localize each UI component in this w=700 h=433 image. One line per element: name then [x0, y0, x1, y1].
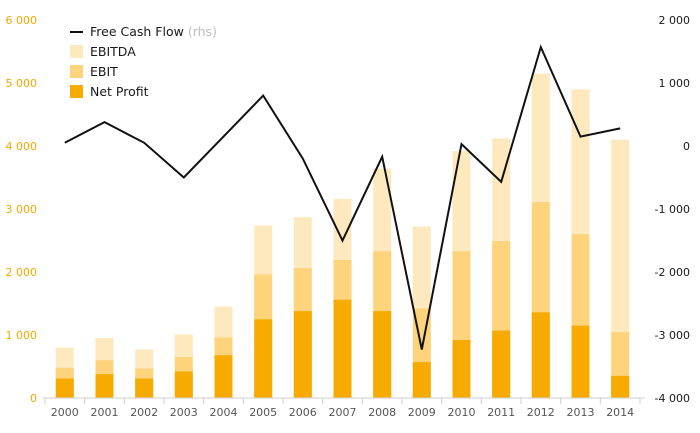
legend-label-ebitda: EBITDA	[90, 44, 136, 59]
legend-swatch-ebit	[70, 65, 83, 78]
y-left-tick-label: 6 000	[6, 14, 38, 27]
y-right-tick-label: 0	[683, 140, 690, 153]
bar-net-profit-2000	[55, 378, 74, 398]
bar-net-profit-2002	[135, 378, 154, 398]
bar-net-profit-2013	[571, 325, 590, 398]
bar-net-profit-2003	[174, 371, 193, 398]
x-tick-label-2004: 2004	[210, 406, 238, 419]
y-left-tick-label: 1 000	[6, 329, 38, 342]
legend-series-name: EBIT	[90, 64, 118, 79]
legend-series-name: Net Profit	[90, 84, 149, 99]
bar-net-profit-2012	[531, 312, 550, 398]
y-right-tick-label: 1 000	[659, 77, 691, 90]
y-right-tick-label: 2 000	[659, 14, 691, 27]
bar-net-profit-2014	[611, 375, 630, 398]
x-tick-label-2014: 2014	[606, 406, 634, 419]
y-left-tick-label: 3 000	[6, 203, 38, 216]
bar-net-profit-2005	[254, 319, 273, 399]
bar-net-profit-2004	[214, 355, 233, 398]
y-right-tick-label: -4 000	[655, 392, 690, 405]
y-right-tick-label: -2 000	[655, 266, 690, 279]
bars-group	[55, 73, 630, 399]
y-left-tick-label: 5 000	[6, 77, 38, 90]
legend-label-ebit: EBIT	[90, 64, 118, 79]
x-tick-label-2003: 2003	[170, 406, 198, 419]
legend-series-name: EBITDA	[90, 44, 136, 59]
bar-net-profit-2001	[95, 374, 114, 398]
x-tick-label-2000: 2000	[51, 406, 79, 419]
legend-swatch-ebitda	[70, 45, 83, 58]
bar-net-profit-2008	[373, 311, 392, 398]
y-right-tick-label: -3 000	[655, 329, 690, 342]
y-left-tick-label: 2 000	[6, 266, 38, 279]
fcf-line-group	[64, 44, 621, 350]
bar-net-profit-2006	[293, 311, 312, 398]
bar-net-profit-2007	[333, 299, 352, 398]
y-left-tick-label: 0	[30, 392, 37, 405]
x-tick-label-2007: 2007	[329, 406, 357, 419]
x-tick-label-2008: 2008	[368, 406, 396, 419]
bar-net-profit-2009	[412, 362, 431, 398]
x-tick-label-2012: 2012	[527, 406, 555, 419]
legend: Free Cash Flow (rhs) EBITDA EBIT Net Profit	[70, 24, 217, 99]
bar-net-profit-2011	[492, 330, 511, 398]
x-tick-label-2005: 2005	[249, 406, 277, 419]
bar-net-profit-2010	[452, 340, 471, 398]
x-tick-label-2002: 2002	[130, 406, 158, 419]
y-right-tick-label: -1 000	[655, 203, 690, 216]
axes-group: 0 1 000 2 000 3 000 4 000 5 000 6 000 -4 000 -3 …	[6, 14, 691, 419]
x-tick-label-2001: 2001	[91, 406, 119, 419]
legend-swatch-net-profit	[70, 85, 83, 98]
x-tick-label-2009: 2009	[408, 406, 436, 419]
legend-series-name: Free Cash Flow	[90, 24, 184, 39]
y-left-tick-label: 4 000	[6, 140, 38, 153]
x-tick-label-2006: 2006	[289, 406, 317, 419]
x-tick-label-2013: 2013	[567, 406, 595, 419]
legend-label-net-profit: Net Profit	[90, 84, 149, 99]
legend-axis-suffix: (rhs)	[188, 24, 217, 39]
legend-label-free-cash-flow: Free Cash Flow (rhs)	[90, 24, 217, 39]
x-tick-label-2010: 2010	[448, 406, 476, 419]
series-line-free-cash-flow	[64, 44, 621, 350]
x-tick-label-2011: 2011	[487, 406, 515, 419]
